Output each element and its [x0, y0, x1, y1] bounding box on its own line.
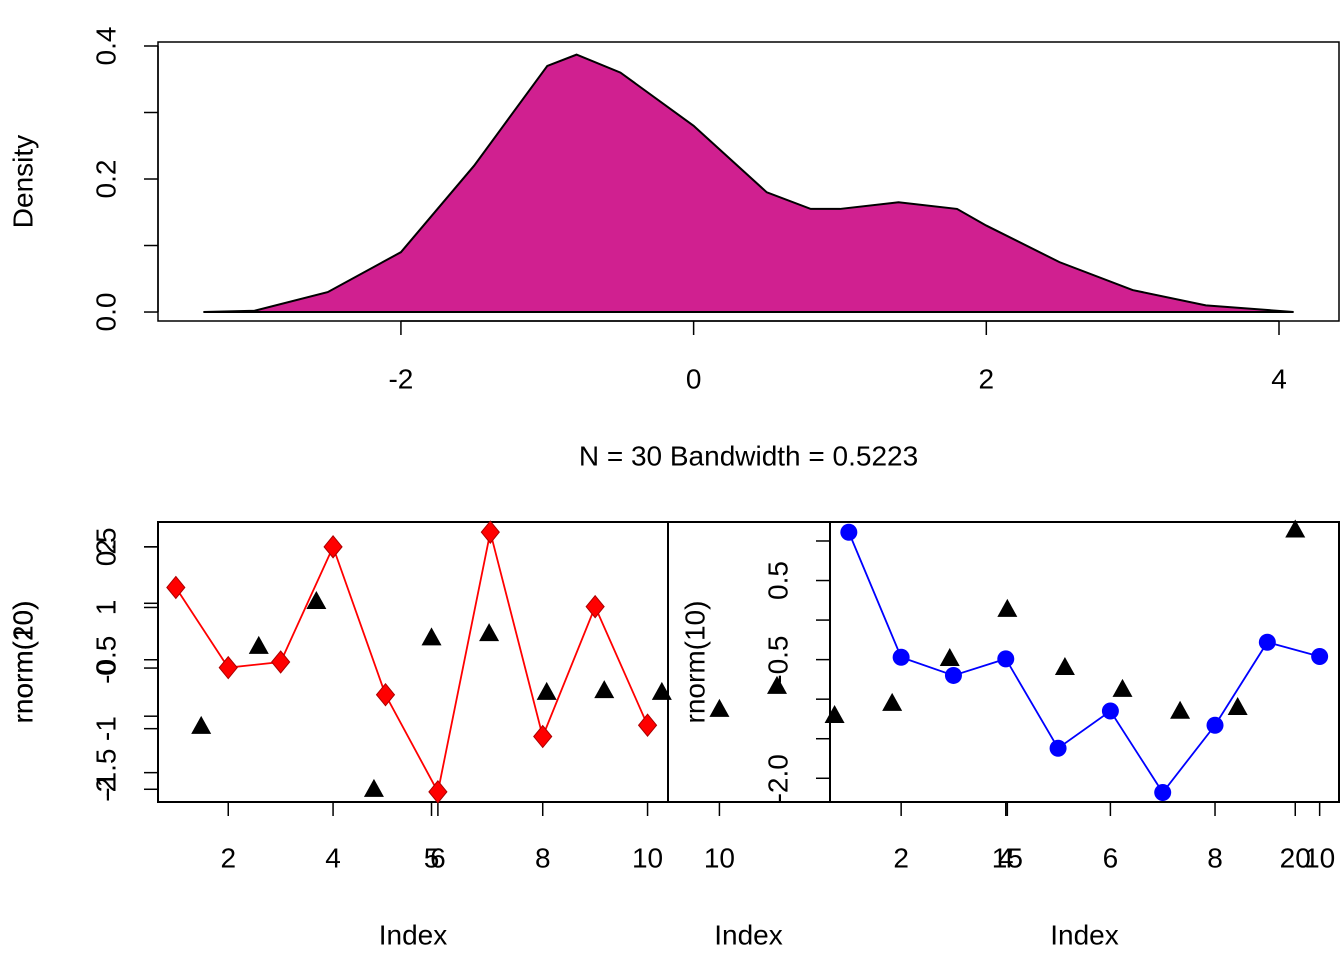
x-tick-label: -2	[388, 363, 413, 394]
diamond-point	[533, 724, 553, 749]
diamond-point	[218, 655, 238, 680]
triangle-point	[536, 681, 557, 700]
triangle-point	[824, 704, 845, 723]
x-tick-label: 6	[430, 842, 446, 873]
triangle-point	[709, 698, 730, 717]
x-axis-label: Index	[1050, 919, 1119, 950]
triangle-point	[1170, 700, 1191, 719]
circle-point	[1154, 784, 1172, 802]
triangle-point	[594, 680, 615, 699]
diamond-point	[375, 682, 396, 707]
triangle-point	[191, 715, 212, 734]
y-tick-label: -0.5	[762, 636, 793, 684]
y-axis-label: rnorm(20)	[7, 601, 38, 724]
circle-point	[997, 650, 1015, 668]
triangle-point	[939, 647, 960, 666]
y-tick-label: -0.5	[90, 636, 121, 684]
triangle-point	[997, 598, 1018, 617]
x-tick-label: 2	[220, 842, 236, 873]
circle-point	[1206, 716, 1224, 734]
x-tick-label: 4	[325, 842, 341, 873]
diamond-point	[271, 650, 291, 674]
y-tick-label: 0.5	[762, 561, 793, 600]
x-tick-label: 6	[1103, 842, 1119, 873]
triangle-point	[306, 591, 327, 609]
x-tick-label: 20	[1280, 842, 1311, 873]
triangle-point	[1285, 519, 1306, 538]
circle-point	[840, 523, 858, 541]
x-axis-label: Index	[714, 919, 783, 950]
y-axis-label: Density	[7, 135, 38, 228]
circle-point	[1049, 739, 1067, 757]
x-tick-label: 10	[632, 842, 663, 873]
y-tick-label: 0.4	[90, 27, 121, 66]
series-line	[848, 531, 1320, 795]
y-tick-label: 2	[90, 539, 121, 555]
triangle-point	[651, 681, 672, 700]
plot-frame	[157, 521, 1340, 803]
y-tick-label: 1	[90, 600, 121, 616]
x-tick-label: 10	[704, 842, 735, 873]
x-tick-label: 8	[535, 842, 551, 873]
plot-frame	[157, 521, 669, 803]
y-tick-label: 0	[90, 660, 121, 676]
triangle-point	[1227, 697, 1248, 716]
y-tick-label: -1	[90, 716, 121, 741]
x-tick-label: 10	[1304, 842, 1335, 873]
y-tick-label: -2.0	[762, 754, 793, 802]
diamond-point	[585, 594, 605, 619]
diamond-point	[323, 535, 343, 559]
circle-point	[1311, 647, 1329, 665]
triangle-point	[1112, 678, 1133, 697]
x-tick-label: 15	[992, 842, 1023, 873]
circle-point	[944, 666, 962, 684]
x-tick-label: 5	[424, 842, 440, 873]
y-axis-label: rnorm(10)	[679, 601, 710, 724]
y-tick-label: 0.0	[90, 293, 121, 332]
diamond-point	[637, 713, 658, 738]
y-tick-label: 0.2	[90, 160, 121, 199]
diamond-point	[428, 780, 448, 804]
x-tick-label: 8	[1207, 842, 1223, 873]
triangle-point	[421, 627, 442, 646]
x-tick-label: 0	[686, 363, 702, 394]
density-area	[203, 53, 1294, 314]
diamond-point	[480, 520, 500, 544]
triangle-point	[479, 623, 500, 642]
x-tick-label: 4	[998, 842, 1014, 873]
triangle-point	[248, 635, 269, 654]
x-tick-label: 2	[979, 363, 995, 394]
circle-point	[1101, 702, 1119, 720]
y-tick-label: 0.5	[90, 527, 121, 566]
triangle-point	[767, 675, 788, 694]
triangle-point	[882, 692, 903, 711]
diamond-point	[166, 575, 186, 600]
y-tick-label: -2	[90, 777, 121, 802]
circle-point	[892, 648, 910, 666]
triangle-point	[1054, 657, 1075, 676]
x-tick-label: 2	[893, 842, 909, 873]
x-axis-label: Index	[379, 919, 448, 950]
series-line	[175, 531, 649, 795]
triangle-point	[363, 778, 384, 797]
circle-point	[1258, 633, 1276, 651]
y-tick-label: -1.5	[90, 749, 121, 797]
x-tick-label: 4	[1271, 363, 1287, 394]
y-axis-label: rnorm(10)	[7, 601, 38, 724]
x-axis-label: N = 30 Bandwidth = 0.5223	[579, 440, 918, 471]
